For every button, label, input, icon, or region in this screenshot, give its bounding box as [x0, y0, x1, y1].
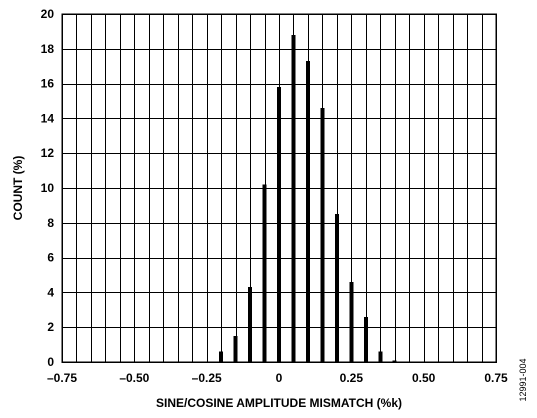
bars-series — [219, 34, 397, 363]
histogram-bar — [248, 287, 253, 362]
figure-id: 12991-004 — [518, 358, 528, 401]
y-tick-label: 8 — [47, 216, 54, 230]
y-tick-label: 16 — [41, 77, 55, 91]
y-tick-labels: 0 2 4 6 8 10 12 14 16 18 20 — [41, 7, 55, 369]
y-tick-label: 4 — [47, 285, 54, 299]
y-tick-label: 0 — [47, 355, 54, 369]
histogram-bar — [277, 87, 281, 362]
histogram-bar — [334, 214, 339, 362]
x-tick-labels: –0.75 –0.50 –0.25 0 0.25 0.50 0.75 — [47, 371, 508, 385]
x-tick-label: –0.50 — [119, 371, 149, 385]
histogram-bar — [262, 184, 267, 362]
histogram-bar — [233, 335, 238, 362]
y-tick-label: 12 — [41, 146, 55, 160]
histogram-bar — [291, 34, 296, 363]
x-tick-label: –0.75 — [47, 371, 77, 385]
x-tick-label: 0.25 — [340, 371, 364, 385]
plot-frame — [61, 13, 497, 363]
y-tick-label: 14 — [41, 111, 55, 125]
y-axis-label: COUNT (%) — [11, 156, 25, 221]
y-tick-label: 6 — [47, 251, 54, 265]
histogram-bar — [378, 351, 383, 362]
x-tick-label: 0 — [276, 371, 283, 385]
histogram-bar — [392, 360, 397, 362]
y-tick-label: 2 — [47, 320, 54, 334]
x-tick-label: –0.25 — [192, 371, 222, 385]
y-tick-label: 18 — [41, 42, 55, 56]
x-tick-label: 0.75 — [484, 371, 508, 385]
x-tick-label: 0.50 — [412, 371, 436, 385]
histogram-bar — [363, 316, 368, 362]
histogram-bar — [219, 351, 224, 362]
y-tick-label: 20 — [41, 7, 55, 21]
y-tick-label: 10 — [41, 181, 55, 195]
histogram-bar — [320, 108, 325, 362]
x-axis-label: SINE/COSINE AMPLITUDE MISMATCH (%k) — [156, 396, 402, 410]
histogram-bar — [349, 282, 354, 362]
histogram-bar — [305, 61, 310, 362]
